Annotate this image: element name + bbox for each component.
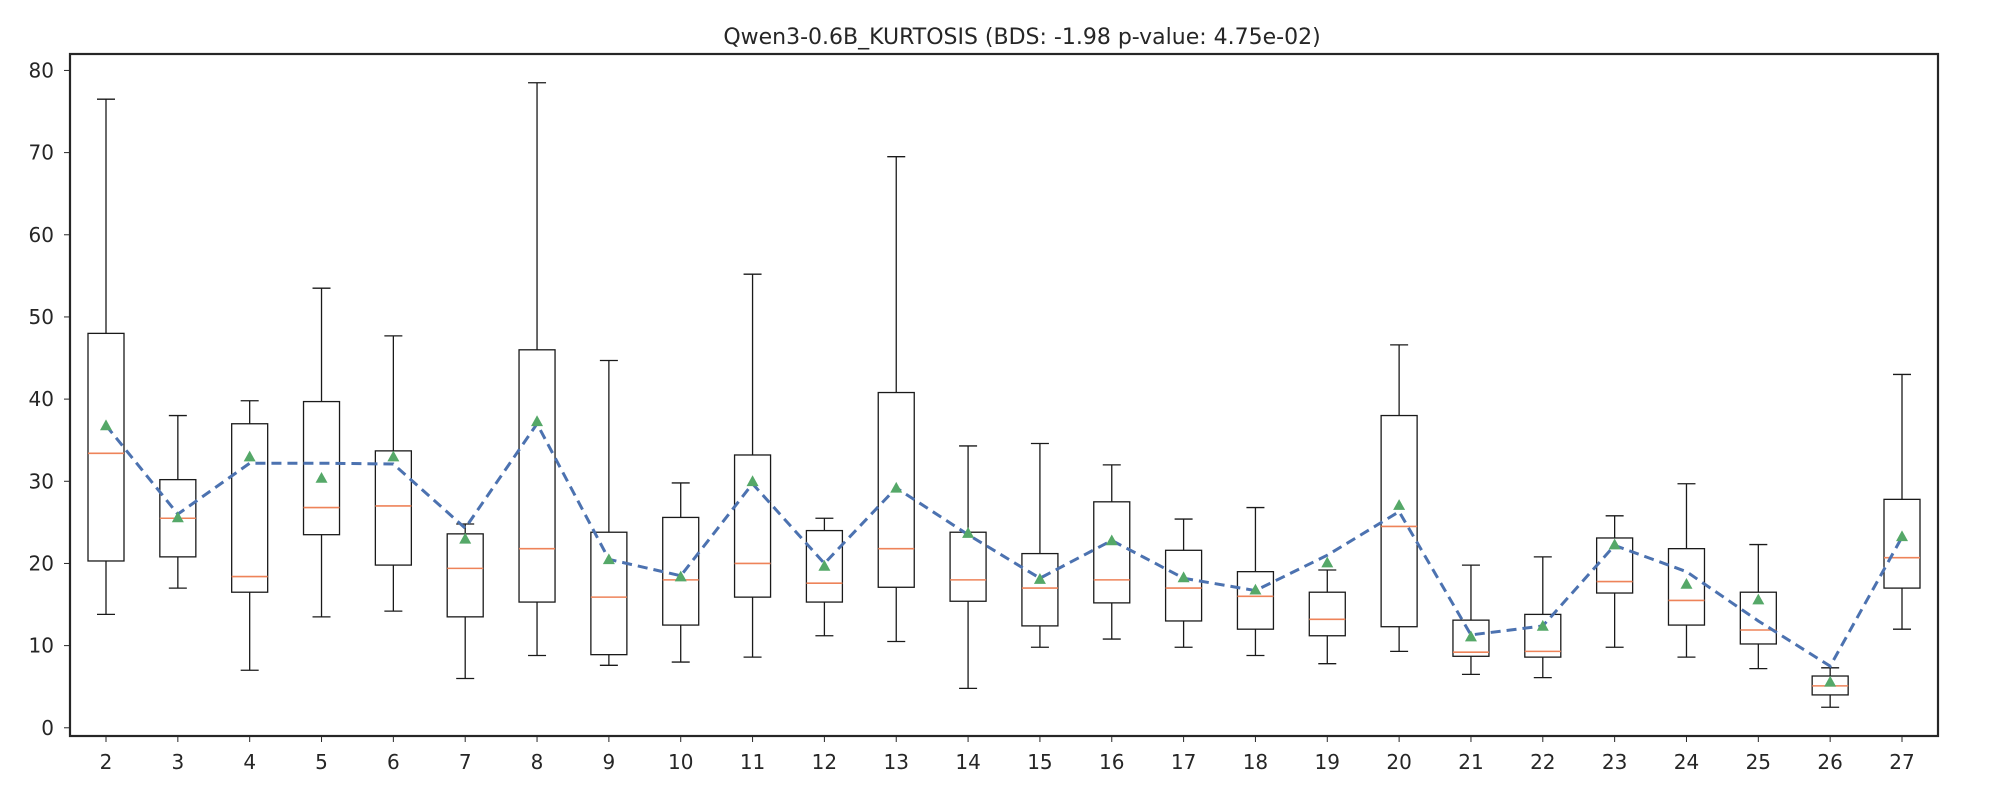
y-tick-label: 40	[29, 387, 54, 411]
mean-marker	[1177, 571, 1190, 583]
x-tick-label: 9	[603, 750, 616, 774]
box	[1380, 414, 1418, 628]
mean-marker	[962, 527, 975, 538]
plot-frame	[68, 52, 1940, 738]
box	[877, 391, 915, 588]
y-tick-label: 10	[29, 634, 54, 658]
x-tick-label: 18	[1243, 750, 1268, 774]
mean-marker	[890, 481, 903, 493]
x-tick-label: 14	[955, 750, 980, 774]
mean-marker	[315, 471, 328, 483]
box	[1308, 591, 1346, 637]
box	[1021, 552, 1059, 627]
y-tick-label: 0	[41, 716, 54, 740]
mean-marker	[1752, 593, 1765, 605]
mean-marker	[1393, 499, 1406, 510]
mean-marker	[818, 559, 831, 571]
x-tick-label: 4	[243, 750, 256, 774]
mean-marker	[1824, 675, 1837, 687]
mean-marker	[171, 511, 184, 523]
mean-marker	[1536, 619, 1549, 631]
box	[1093, 501, 1131, 604]
mean-marker	[531, 415, 544, 427]
mean-marker	[1464, 630, 1477, 642]
box	[733, 454, 772, 598]
x-tick-label: 23	[1602, 750, 1627, 774]
mean-marker	[1896, 530, 1908, 542]
box	[805, 529, 844, 603]
x-tick-label: 6	[387, 750, 400, 774]
x-tick-label: 17	[1171, 750, 1196, 774]
x-tick-label: 15	[1027, 750, 1052, 774]
mean-marker	[674, 570, 687, 582]
box	[518, 349, 556, 603]
x-tick-label: 8	[531, 750, 544, 774]
trend-line	[104, 420, 1904, 669]
y-tick-label: 60	[29, 223, 54, 247]
x-tick-label: 27	[1889, 750, 1914, 774]
chart-title: Qwen3-0.6B_KURTOSIS (BDS: -1.98 p-value:…	[723, 25, 1320, 50]
mean-marker	[1105, 534, 1118, 546]
mean-marker	[100, 419, 112, 431]
box	[1236, 571, 1275, 630]
box	[1883, 498, 1921, 589]
box	[446, 533, 484, 618]
box	[1667, 548, 1706, 626]
y-tick-label: 50	[29, 305, 54, 329]
y-tick-label: 80	[29, 58, 54, 82]
mean-marker	[602, 553, 615, 565]
x-tick-label: 19	[1315, 750, 1340, 774]
box	[1452, 619, 1490, 657]
box	[374, 450, 413, 566]
x-tick-label: 3	[171, 750, 184, 774]
y-tick-label: 20	[29, 551, 54, 575]
mean-marker	[1321, 556, 1334, 568]
box	[87, 332, 125, 562]
y-tick-label: 30	[29, 469, 54, 493]
mean-marker	[459, 532, 472, 544]
mean-marker	[1033, 573, 1046, 584]
x-tick-label: 7	[459, 750, 472, 774]
x-tick-label: 12	[812, 750, 837, 774]
x-tick-label: 13	[884, 750, 909, 774]
x-tick-label: 24	[1674, 750, 1699, 774]
mean-marker	[387, 450, 400, 462]
box	[590, 531, 628, 656]
mean-marker	[243, 450, 256, 462]
box	[1164, 549, 1203, 622]
x-tick-label: 2	[100, 750, 113, 774]
mean-marker	[746, 475, 759, 487]
y-tick-label: 70	[29, 141, 54, 165]
box	[1739, 591, 1777, 645]
mean-marker	[1249, 583, 1262, 595]
x-tick-label: 11	[740, 750, 765, 774]
mean-marker	[1608, 538, 1621, 550]
x-tick-label: 22	[1530, 750, 1555, 774]
x-tick-label: 21	[1458, 750, 1483, 774]
x-tick-label: 16	[1099, 750, 1124, 774]
x-tick-label: 5	[315, 750, 328, 774]
x-tick-label: 10	[668, 750, 693, 774]
x-tick-label: 25	[1746, 750, 1771, 774]
box	[1524, 613, 1562, 658]
x-tick-label: 20	[1386, 750, 1411, 774]
x-tick-label: 26	[1817, 750, 1842, 774]
mean-marker	[1680, 577, 1693, 589]
box	[231, 423, 269, 593]
box	[302, 400, 341, 536]
